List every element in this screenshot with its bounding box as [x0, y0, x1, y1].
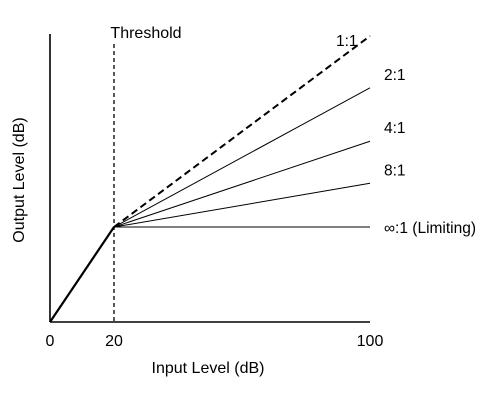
x-axis-label: Input Level (dB): [152, 360, 265, 377]
x-tick-label-100: 100: [357, 333, 384, 350]
ratio-line-4-1: [113, 140, 371, 228]
chart-lines: [49, 34, 371, 323]
y-axis-label: Output Level (dB): [11, 117, 28, 242]
ratio-label-1-limiting: ∞:1 (Limiting): [384, 220, 476, 237]
ratio-line-1-1: [113, 35, 371, 228]
threshold-label: Threshold: [110, 25, 181, 42]
ratio-label-1-1: 1:1: [336, 33, 358, 50]
ratio-label-2-1: 2:1: [384, 67, 406, 84]
ratio-label-8-1: 8:1: [384, 162, 406, 179]
ratio-line-2-1: [113, 87, 371, 228]
x-tick-label-0: 0: [46, 333, 55, 350]
below-threshold-line: [49, 226, 115, 323]
x-tick-label-20: 20: [105, 333, 123, 350]
ratio-line-8-1: [113, 182, 371, 228]
ratio-label-4-1: 4:1: [384, 120, 406, 137]
chart-labels: 1:1 2:1 4:1 8:1 ∞:1 (Limiting) 0 20 100: [46, 33, 476, 350]
